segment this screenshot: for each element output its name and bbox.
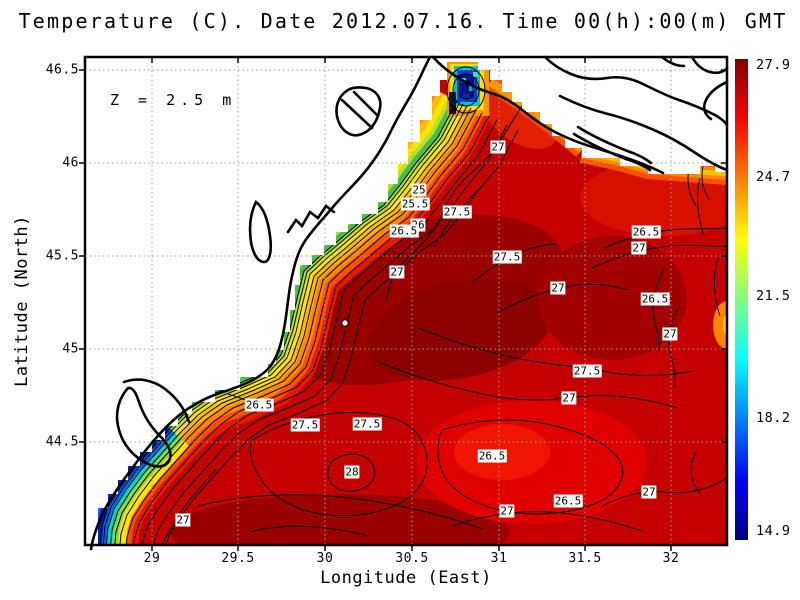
colorbar-tick-24-7: 24.7 (756, 169, 791, 185)
x-tick-29: 29 (143, 551, 161, 566)
y-tick-45-5: 45.5 (45, 248, 79, 264)
plot-title: Temperature (C). Date 2012.07.16. Time 0… (18, 9, 788, 33)
contour-label: 27 (662, 327, 678, 341)
tick-marks (79, 57, 727, 551)
contour-label: 25 (411, 183, 427, 197)
contour-label: 27 (631, 241, 647, 255)
contour-label: 26.5 (477, 449, 507, 463)
contour-label: 26.5 (244, 398, 274, 412)
contour-label: 25.5 (400, 197, 430, 211)
contour-label: 27 (175, 513, 191, 527)
contour-label: 27.5 (572, 364, 602, 378)
colorbar (735, 59, 748, 540)
contour-label: 27 (641, 485, 657, 499)
y-tick-46-5: 46.5 (45, 62, 79, 78)
contour-label: 27.5 (290, 418, 320, 432)
contour-label: 27 (389, 265, 405, 279)
station-marker-dot (341, 319, 349, 327)
contour-label: 26.5 (640, 292, 670, 306)
x-tick-29-5: 29.5 (221, 551, 255, 566)
colorbar-tick-21-5: 21.5 (756, 288, 791, 304)
colorbar-tick-18-2: 18.2 (756, 410, 791, 426)
contour-label: 27.5 (442, 205, 472, 219)
x-axis-label: Longitude (East) (320, 568, 492, 588)
contour-label: 27 (499, 504, 515, 518)
contour-label: 26.5 (553, 494, 583, 508)
colorbar-tick-14-9: 14.9 (756, 523, 791, 539)
contour-label: 27.5 (492, 250, 522, 264)
x-tick-30: 30 (316, 551, 334, 566)
y-tick-45: 45 (62, 341, 79, 357)
depth-annotation: Z = 2.5 m (110, 91, 237, 109)
contour-label: 27 (490, 140, 506, 154)
colorbar-tick-27-9: 27.9 (756, 57, 791, 73)
contour-label: 27 (561, 391, 577, 405)
x-tick-30-5: 30.5 (395, 551, 429, 566)
x-tick-31: 31 (490, 551, 508, 566)
contour-label: 27 (550, 281, 566, 295)
y-axis-label: Latitude (North) (12, 215, 32, 387)
y-tick-44-5: 44.5 (45, 434, 79, 450)
contour-label: 27.5 (352, 417, 382, 431)
coastline (89, 55, 729, 551)
contour-label: 26.5 (389, 224, 419, 238)
plot-frame (83, 55, 729, 547)
contour-label: 28 (344, 465, 360, 479)
contour-label: 26.5 (631, 225, 661, 239)
x-tick-32: 32 (662, 551, 680, 566)
x-tick-31-5: 31.5 (568, 551, 602, 566)
y-tick-46: 46 (62, 155, 79, 171)
